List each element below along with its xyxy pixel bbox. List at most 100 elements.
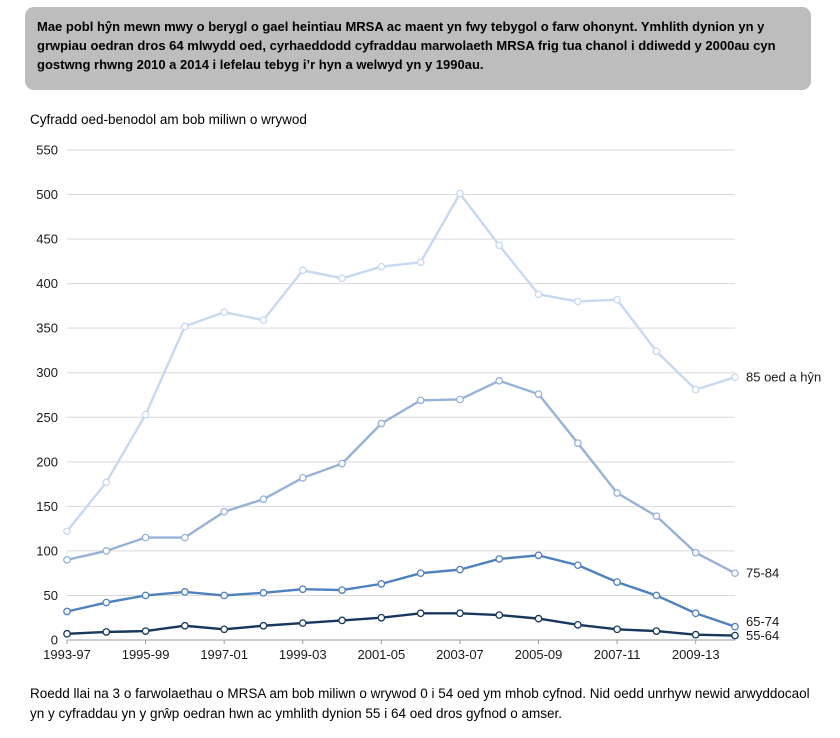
data-point-marker: [613, 295, 621, 304]
data-point-marker: [220, 591, 229, 600]
data-point-marker: [534, 614, 543, 623]
data-point-marker: [181, 621, 189, 630]
data-point-marker: [377, 613, 386, 622]
data-point-marker: [652, 591, 661, 600]
data-point-marker: [652, 347, 661, 356]
y-axis-title: Cyfradd oed-benodol am bob miliwn o wryw…: [30, 112, 307, 127]
data-point-marker: [181, 533, 189, 542]
x-tick-label: 2003-07: [436, 647, 484, 662]
data-point-marker: [298, 474, 307, 482]
data-point-marker: [456, 565, 464, 574]
data-point-marker: [63, 607, 71, 616]
data-point-marker: [495, 376, 504, 385]
data-point-marker: [416, 396, 425, 405]
x-tick-label: 2009-13: [672, 647, 720, 662]
data-point-marker: [259, 316, 268, 325]
data-point-marker: [298, 619, 307, 627]
data-point-marker: [691, 385, 700, 394]
x-tick-label: 2007-11: [594, 647, 641, 662]
data-point-marker: [63, 629, 71, 638]
x-tick-label: 2001-05: [357, 647, 405, 662]
y-tick-label: 550: [36, 143, 58, 158]
y-tick-label: 100: [36, 543, 58, 558]
data-point-marker: [456, 189, 464, 198]
data-point-marker: [613, 625, 621, 634]
y-tick-label: 50: [44, 588, 58, 603]
data-point-marker: [338, 274, 346, 283]
x-tick-label: 2005-09: [515, 647, 563, 662]
x-tick-label: 1995-99: [122, 647, 170, 662]
data-point-marker: [573, 297, 582, 306]
data-point-marker: [731, 622, 739, 631]
data-point-marker: [495, 555, 504, 563]
series-line-3: [65, 612, 737, 637]
data-point-marker: [298, 266, 307, 275]
data-point-marker: [338, 459, 346, 468]
data-point-marker: [102, 628, 111, 636]
data-point-marker: [181, 322, 189, 331]
y-tick-label: 200: [36, 454, 58, 469]
series-line-1: [65, 379, 737, 575]
x-tick-label: 1999-03: [279, 647, 327, 662]
data-point-marker: [63, 527, 71, 536]
y-tick-label: 450: [36, 232, 58, 247]
data-point-marker: [652, 627, 661, 635]
data-point-marker: [141, 533, 150, 542]
data-point-marker: [102, 598, 111, 607]
data-point-marker: [141, 627, 150, 635]
summary-callout: Mae pobl hŷn mewn mwy o berygl o gael he…: [25, 7, 811, 90]
data-point-marker: [691, 548, 700, 557]
data-point-marker: [220, 308, 229, 316]
data-point-marker: [141, 591, 150, 600]
summary-text: Mae pobl hŷn mewn mwy o berygl o gael he…: [37, 19, 776, 73]
y-tick-label: 500: [36, 187, 58, 202]
data-point-marker: [102, 478, 111, 487]
y-tick-label: 300: [36, 365, 58, 380]
y-tick-label: 350: [36, 321, 58, 336]
data-point-marker: [63, 555, 71, 564]
series-line-0: [65, 192, 737, 533]
data-point-marker: [731, 569, 739, 578]
data-point-marker: [613, 489, 621, 497]
data-point-marker: [613, 578, 621, 586]
data-point-marker: [456, 609, 464, 618]
data-point-marker: [102, 547, 111, 555]
data-point-marker: [731, 373, 739, 382]
data-point-marker: [338, 616, 346, 625]
x-tick-label: 1997-01: [200, 647, 248, 662]
data-point-marker: [495, 611, 504, 619]
y-tick-label: 150: [36, 499, 58, 514]
data-point-marker: [534, 390, 543, 398]
data-point-marker: [573, 439, 582, 447]
data-point-marker: [259, 621, 268, 630]
data-point-marker: [259, 588, 268, 597]
data-point-marker: [298, 585, 307, 594]
data-point-marker: [377, 262, 386, 271]
data-point-marker: [141, 410, 150, 419]
data-point-marker: [691, 609, 700, 618]
data-point-marker: [534, 290, 543, 299]
data-point-marker: [731, 631, 739, 640]
data-point-marker: [573, 621, 582, 629]
data-point-marker: [652, 512, 661, 521]
series-label-3: 55-64: [746, 628, 779, 643]
data-point-marker: [377, 580, 386, 588]
data-point-marker: [416, 258, 425, 267]
data-point-marker: [573, 561, 582, 570]
y-tick-label: 0: [51, 633, 58, 648]
y-tick-label: 250: [36, 410, 58, 425]
data-point-marker: [338, 586, 346, 594]
data-point-marker: [495, 241, 504, 250]
data-point-marker: [534, 551, 543, 560]
data-point-marker: [220, 507, 229, 516]
data-point-marker: [456, 395, 464, 404]
data-point-marker: [691, 630, 700, 639]
data-point-marker: [416, 569, 425, 578]
series-label-1: 75-84: [746, 566, 779, 581]
data-point-marker: [416, 609, 425, 618]
data-point-marker: [259, 495, 268, 504]
data-point-marker: [377, 419, 386, 428]
series-label-2: 65-74: [746, 614, 779, 629]
